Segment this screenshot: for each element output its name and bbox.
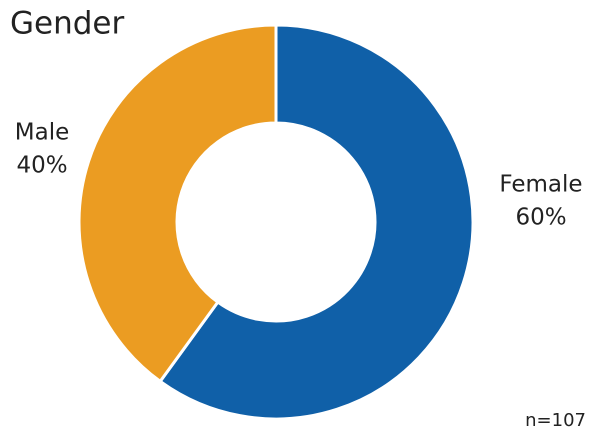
annotation: n=107 bbox=[525, 410, 586, 431]
slice-value-label: 40% bbox=[16, 153, 67, 179]
donut-slice bbox=[77, 23, 278, 384]
donut-slice bbox=[158, 23, 475, 421]
chart-title: Gender bbox=[10, 6, 124, 42]
slice-label: Female bbox=[499, 172, 582, 198]
slice-value-label: 60% bbox=[515, 205, 566, 231]
slice-label: Male bbox=[15, 120, 69, 146]
